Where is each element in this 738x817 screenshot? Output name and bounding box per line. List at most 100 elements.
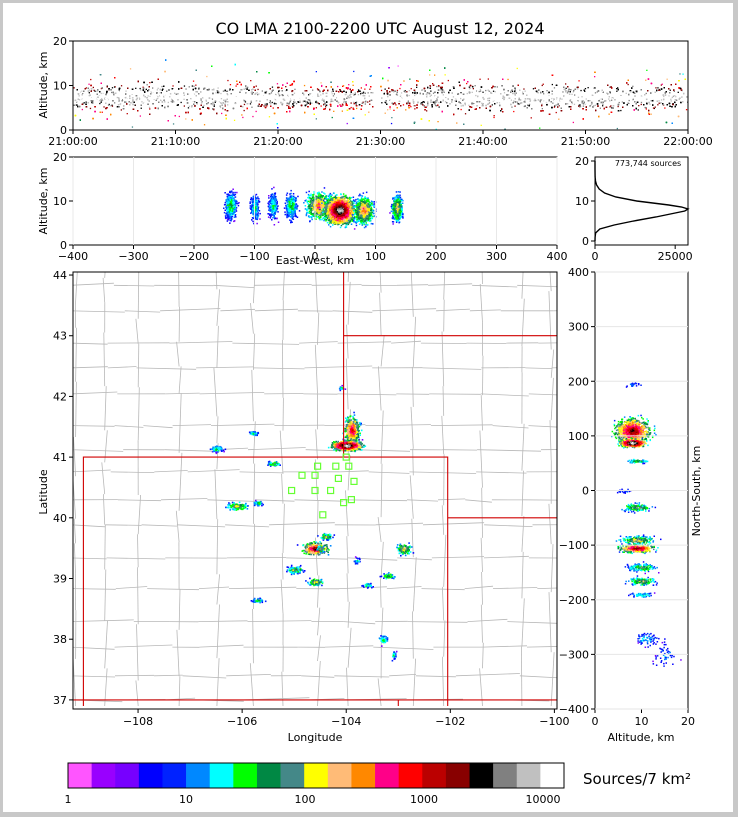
time-height-source [479,90,482,92]
time-height-source [145,88,147,90]
time-height-source [563,103,565,105]
time-height-source [390,122,393,125]
time-height-source [658,88,660,91]
time-height-source [100,87,103,90]
time-height-source [257,88,259,91]
time-height-source [350,102,352,104]
time-height-source [511,106,513,108]
time-height-source [601,95,603,97]
time-height-source [397,65,399,67]
time-height-source [356,107,358,110]
time-height-source [469,99,471,101]
time-height-source [120,109,122,111]
time-height-source [320,105,322,107]
time-height-source [493,115,495,117]
time-height-source [584,88,587,90]
time-height-source [620,109,622,112]
time-height-source [460,108,462,111]
time-height-source [551,97,553,100]
time-height-source [123,97,125,99]
time-height-source [193,85,195,87]
time-height-source [144,94,146,96]
time-height-source [147,95,149,97]
time-height-source [274,98,276,100]
time-height-source [81,98,83,100]
time-height-source [532,88,535,90]
time-height-source [101,98,103,100]
time-height-source [488,99,490,102]
time-height-source [249,103,252,105]
time-height-source [255,85,257,87]
time-height-source [498,102,501,104]
time-height-source [294,94,296,96]
time-height-source [537,97,540,99]
time-height-source [476,92,479,95]
time-height-source [648,98,651,100]
time-height-source [671,96,673,99]
time-height-source [468,88,471,90]
time-height-source [555,111,557,114]
time-height-source [561,98,563,100]
time-height-source [99,102,101,105]
time-height-source [276,83,279,85]
time-height-source [108,89,111,91]
time-height-source [405,109,407,111]
time-height-source [391,117,393,119]
time-height-source [286,104,288,107]
time-height-source [101,101,103,104]
time-height-source [650,95,652,97]
time-height-source [664,107,666,109]
time-height-source [362,91,365,93]
time-height-source [268,116,271,118]
time-height-source [665,93,667,95]
time-height-source [110,94,112,97]
time-height-source [362,99,364,101]
time-height-source [506,93,508,95]
time-height-source [111,91,113,94]
time-height-source [384,95,386,97]
time-height-source [341,105,343,107]
time-height-source [485,102,488,104]
time-height-source [553,87,556,89]
time-height-source [352,93,354,95]
time-height-source [269,101,271,103]
time-height-source [655,87,657,89]
time-height-source [191,85,193,87]
time-height-source [273,93,275,96]
time-height-source [145,102,148,104]
time-height-source [310,96,312,98]
time-height-source [122,99,124,101]
time-height-source [408,94,410,97]
time-height-source [530,117,532,119]
time-height-source [220,96,222,98]
time-height-source [443,91,445,93]
time-height-source [515,98,517,101]
time-height-source [219,105,221,107]
time-height-source [253,100,256,102]
time-height-source [222,92,224,94]
time-height-source [161,85,163,88]
time-height-source [519,95,521,97]
time-height-source [255,110,257,113]
figure-canvas: CO LMA 2100-2200 UTC August 12, 2024 21:… [37,19,713,806]
time-height-source [654,98,657,100]
time-height-source [529,95,531,97]
time-height-source [129,94,131,96]
time-height-source [352,107,354,109]
time-height-source [416,99,418,101]
time-height-source [541,108,543,110]
time-height-source [559,94,561,97]
time-height-source [149,108,151,110]
time-height-source [676,96,678,99]
time-height-source [577,100,579,102]
time-height-source [96,90,98,92]
time-height-source [507,78,509,81]
time-height-source [75,104,77,106]
time-height-source [203,124,206,126]
time-height-source [510,90,512,92]
time-height-source [491,104,493,106]
time-height-source [479,78,481,80]
time-height-source [172,85,174,87]
time-height-source [268,95,270,97]
time-height-source [427,104,429,106]
